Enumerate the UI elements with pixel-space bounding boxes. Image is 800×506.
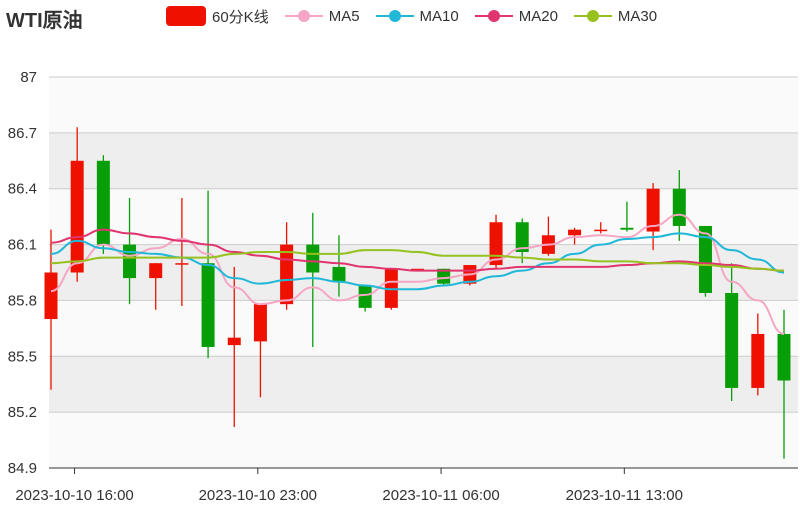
candle-body (358, 285, 372, 308)
y-tick-label: 85.8 (8, 292, 37, 309)
plot-background (49, 77, 798, 468)
legend-item-k[interactable]: 60分K线 (166, 6, 269, 27)
candle-body (646, 188, 660, 232)
legend-label-ma30: MA30 (617, 7, 658, 25)
candle-body (332, 266, 346, 282)
candle-body (280, 244, 294, 305)
candle[interactable] (751, 313, 765, 396)
candle[interactable] (646, 183, 660, 251)
candle-body (44, 272, 58, 320)
candle[interactable] (44, 229, 58, 390)
candle-body (306, 244, 320, 273)
candle-body (253, 304, 267, 342)
candle-body (411, 268, 424, 271)
candle[interactable] (594, 222, 608, 234)
candle[interactable] (175, 198, 189, 307)
legend-item-ma30[interactable]: MA30 (573, 6, 658, 26)
candle-body (437, 268, 451, 284)
candle-body (672, 188, 686, 226)
candle[interactable] (96, 155, 110, 254)
candle[interactable] (70, 127, 84, 282)
chart-title: WTI原油 (6, 10, 83, 32)
candle-body (751, 333, 765, 388)
legend-swatch-ma20 (474, 10, 513, 22)
candle[interactable] (725, 263, 739, 401)
plot-band (49, 300, 798, 357)
candle-body (149, 263, 163, 279)
ma-line-ma30 (50, 249, 785, 272)
legend-label-k: 60分K线 (212, 8, 269, 26)
candle-body (96, 160, 110, 245)
candle-body (725, 292, 739, 388)
candle[interactable] (515, 218, 529, 264)
candle[interactable] (227, 266, 241, 428)
candle-body (489, 222, 503, 266)
y-tick-label: 85.5 (8, 348, 37, 365)
candle[interactable] (672, 170, 686, 241)
candle-body (175, 263, 189, 265)
x-tick-label: 2023-10-10 16:00 (15, 487, 133, 504)
legend-item-ma10[interactable]: MA10 (375, 6, 459, 26)
y-tick-label: 86.7 (8, 125, 37, 142)
x-tick-label: 2023-10-11 06:00 (382, 487, 499, 504)
legend-swatch-ma30 (573, 10, 612, 22)
candle-body (70, 160, 84, 273)
y-tick-label: 86.1 (8, 237, 37, 254)
x-tick-label: 2023-10-10 23:00 (199, 487, 317, 504)
plot-band (49, 244, 798, 301)
legend-swatch-k (166, 6, 206, 26)
candle[interactable] (411, 268, 424, 271)
candle[interactable] (332, 235, 346, 297)
plot-band (49, 412, 798, 468)
candle-body (201, 263, 215, 347)
candle[interactable] (620, 201, 634, 232)
y-tick-label: 85.2 (8, 404, 37, 421)
legend-label-ma5: MA5 (328, 7, 360, 25)
candle[interactable] (358, 285, 372, 312)
legend-item-ma20[interactable]: MA20 (474, 6, 558, 26)
legend-item-ma5[interactable]: MA5 (284, 6, 360, 26)
x-tick-label: 2023-10-11 13:00 (566, 487, 683, 504)
moving-average-lines (50, 213, 785, 335)
candle-body (568, 229, 582, 236)
candle[interactable] (253, 304, 267, 398)
x-axis: 2023-10-10 16:00 2023-10-10 23:00 2023-10-… (15, 467, 798, 504)
candle-body (698, 225, 712, 293)
plot-band (49, 77, 798, 133)
candle[interactable] (149, 263, 163, 310)
candle[interactable] (201, 190, 215, 359)
candle-body (594, 229, 608, 232)
candle-body (123, 244, 137, 279)
candle-body (620, 227, 634, 230)
candle-body (227, 337, 241, 346)
legend: 60分K线 MA5 MA10 MA20 MA30 (166, 6, 657, 26)
y-tick-label: 87 (20, 69, 37, 86)
y-tick-label: 86.4 (8, 181, 37, 198)
candle[interactable] (306, 212, 320, 347)
y-axis: 84.9 85.2 85.5 85.8 86.1 86.4 86.7 87 (8, 69, 37, 477)
plot-band (49, 132, 798, 189)
legend-label-ma10: MA10 (419, 7, 459, 25)
legend-swatch-ma10 (375, 10, 414, 22)
grid-lines (49, 76, 798, 469)
candle-body (515, 222, 529, 253)
legend-swatch-ma5 (284, 10, 323, 22)
plot-band (49, 356, 798, 413)
y-tick-label: 84.9 (8, 460, 37, 477)
legend-label-ma20: MA20 (518, 7, 558, 25)
candle-body (777, 333, 791, 381)
